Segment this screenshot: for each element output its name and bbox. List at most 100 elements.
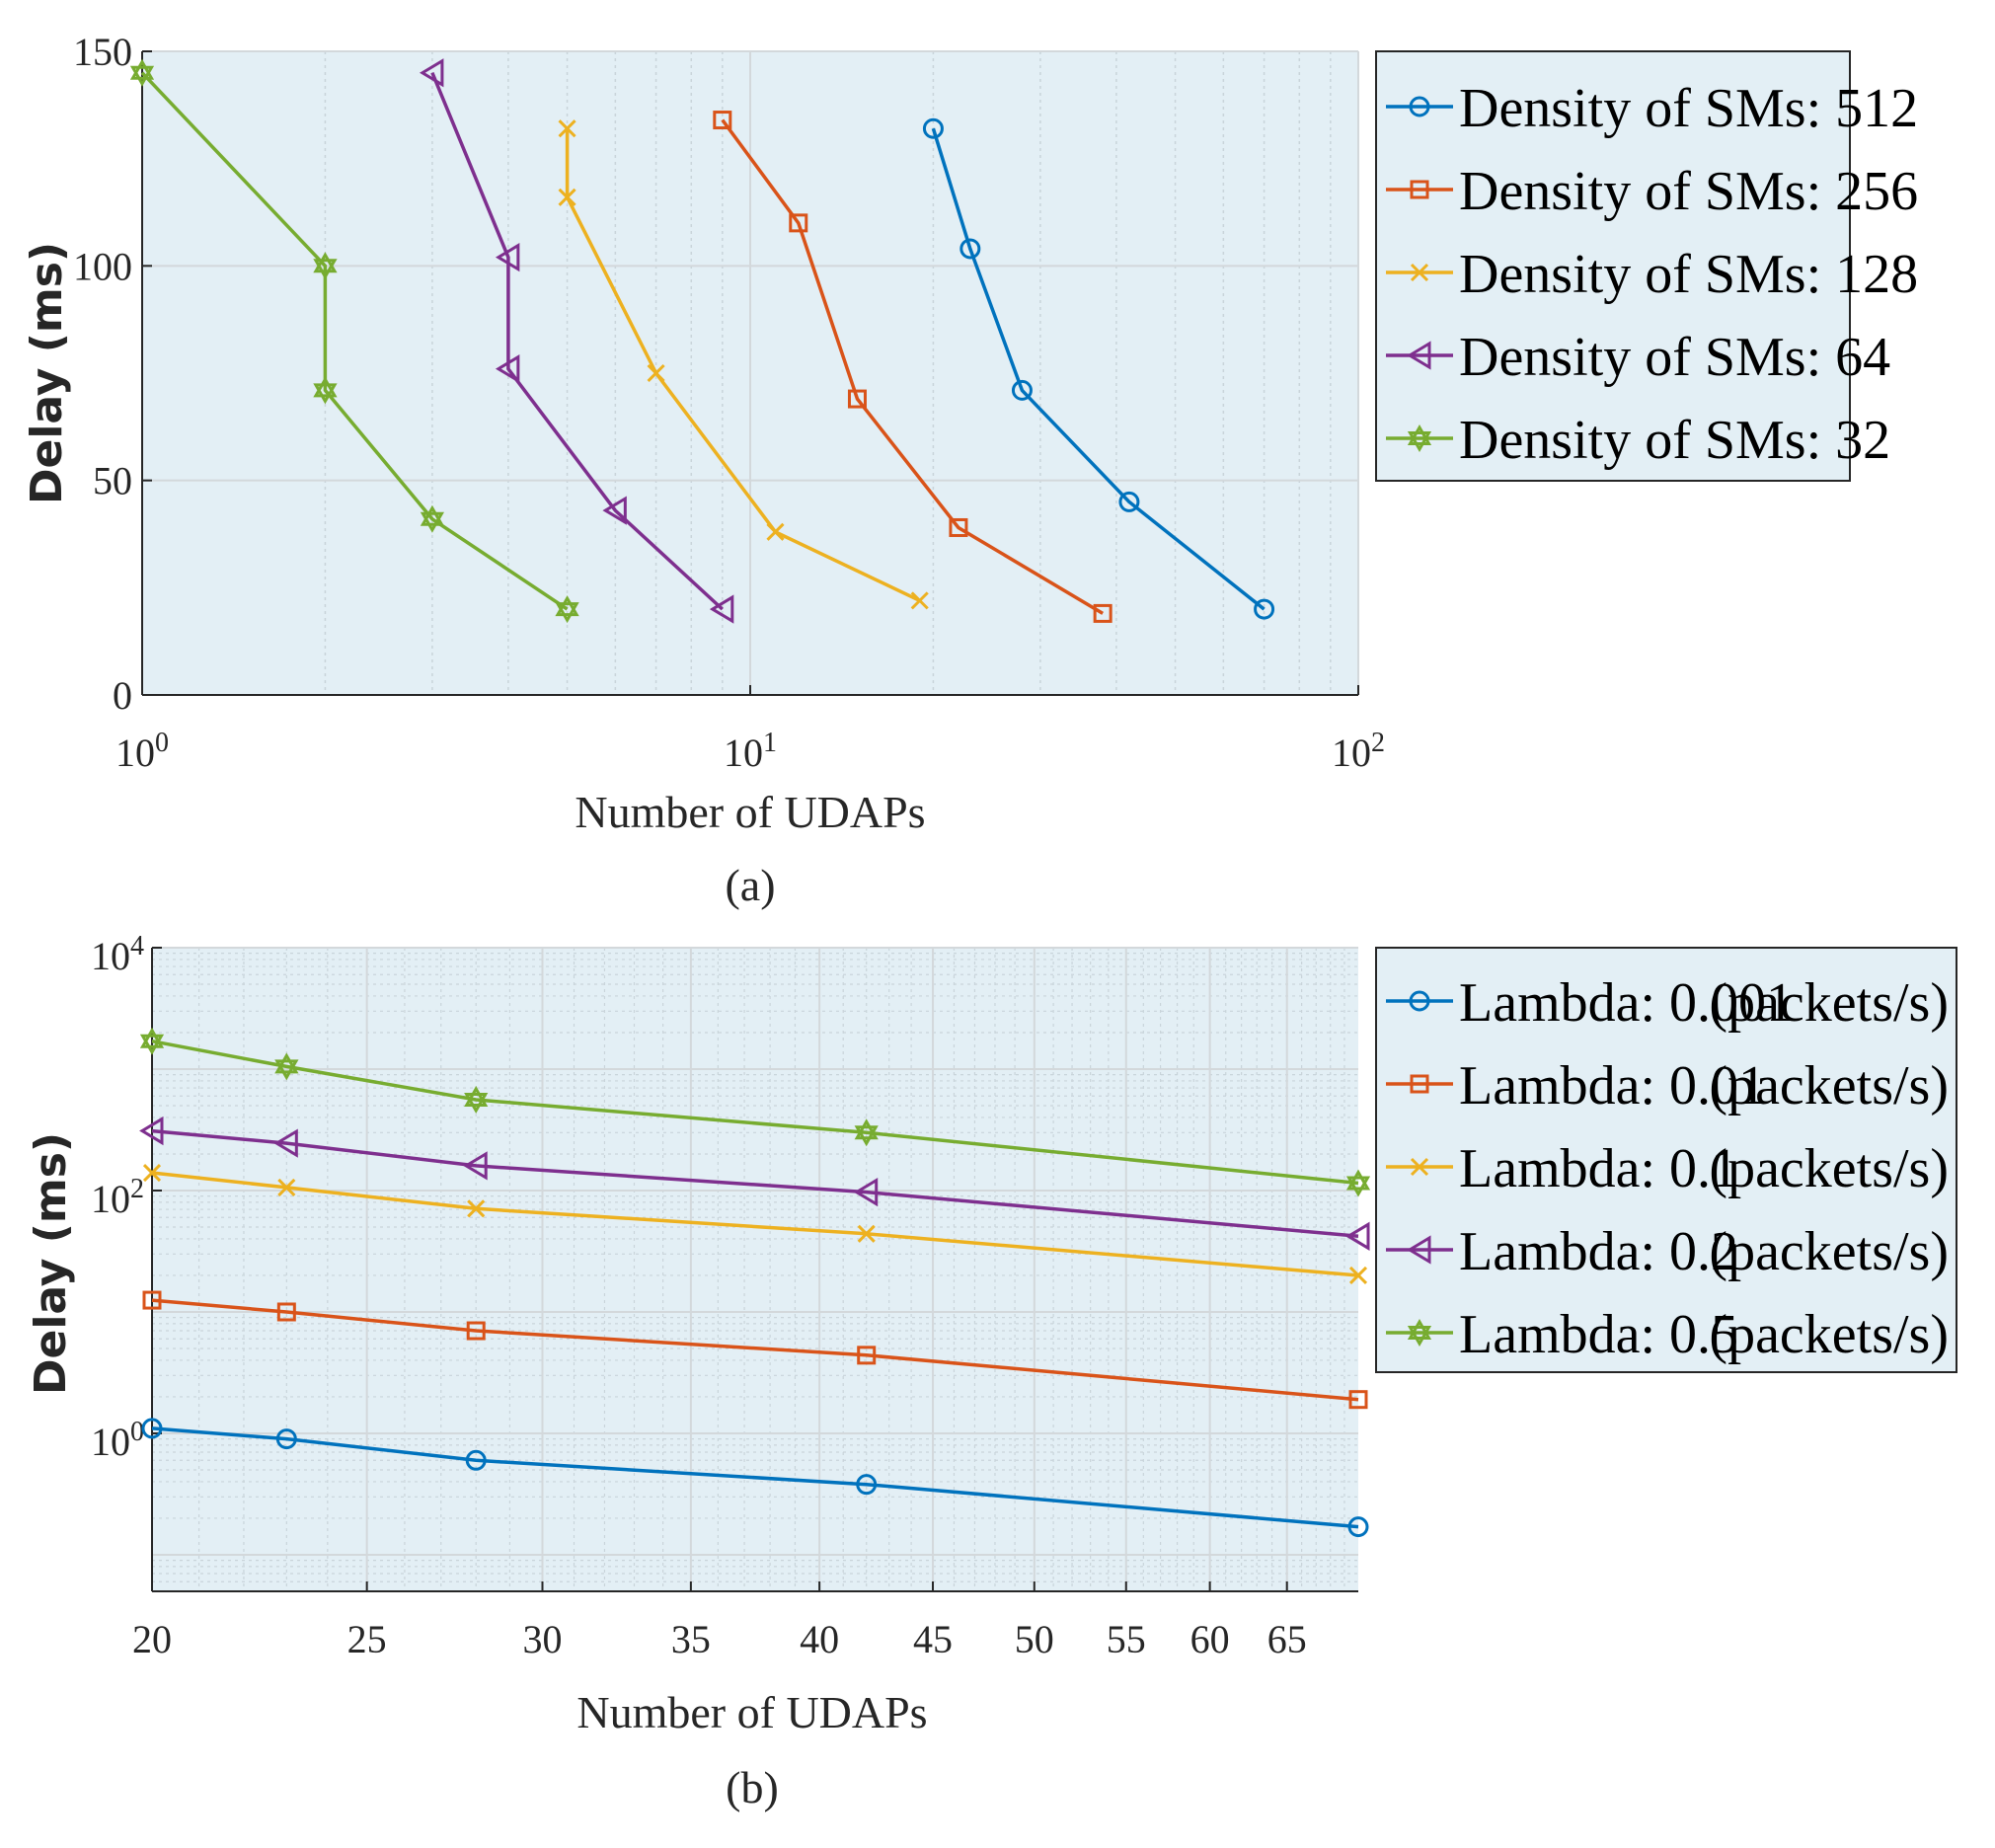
y-tick-label-a: 50 xyxy=(93,459,132,503)
data-point-a-2 xyxy=(910,591,929,610)
legend-label-a-0: Density of SMs: 512 xyxy=(1459,78,1918,139)
series-line-b-3 xyxy=(151,1128,1359,1239)
x-axis-label-a: Number of UDAPs xyxy=(575,787,925,837)
data-point-b-1 xyxy=(142,1290,162,1310)
y-tick-label-a: 150 xyxy=(73,30,132,74)
data-point-a-3 xyxy=(602,496,627,525)
data-point-b-0 xyxy=(856,1474,878,1496)
legend-marker-a-3 xyxy=(1407,341,1431,370)
data-point-b-2 xyxy=(1348,1266,1368,1285)
data-point-b-0 xyxy=(465,1449,487,1471)
legend-unit-b-3: (packets/s) xyxy=(1709,1221,1949,1282)
data-point-b-0 xyxy=(141,1418,163,1439)
data-point-a-0 xyxy=(959,238,981,260)
x-tick-label-b: 55 xyxy=(1107,1617,1146,1661)
legend-label-b-2: Lambda: 0.1 xyxy=(1459,1138,1738,1199)
x-tick-label-b: 30 xyxy=(523,1617,563,1661)
x-tick-label-a: 101 xyxy=(724,728,777,776)
series-line-b-1 xyxy=(151,1298,1359,1402)
legend-marker-a-4 xyxy=(1407,424,1432,453)
data-point-a-2 xyxy=(558,188,576,206)
caption-b: (b) xyxy=(726,1762,779,1812)
data-point-b-1 xyxy=(857,1346,877,1365)
x-tick-label-b: 45 xyxy=(913,1617,953,1661)
legend-unit-b-0: (packets/s) xyxy=(1709,972,1949,1034)
x-tick-label-b: 35 xyxy=(671,1617,711,1661)
legend-marker-a-0 xyxy=(1409,96,1430,117)
x-tick-label-a: 102 xyxy=(1332,728,1385,776)
legend-label-b-3: Lambda: 0.2 xyxy=(1459,1221,1738,1282)
legend-b: Lambda: 0.001(packets/s)Lambda: 0.01(pac… xyxy=(1375,947,1957,1373)
data-point-b-2 xyxy=(857,1224,876,1243)
data-point-b-3 xyxy=(463,1151,488,1181)
legend-marker-b-0 xyxy=(1409,990,1430,1012)
x-tick-label-b: 25 xyxy=(347,1617,387,1661)
data-point-b-4 xyxy=(464,1085,489,1115)
data-point-b-4 xyxy=(139,1027,165,1055)
legend-marker-a-2 xyxy=(1410,263,1429,282)
x-tick-label-b: 20 xyxy=(132,1617,172,1661)
y-tick-label-a: 0 xyxy=(113,673,132,718)
data-point-b-2 xyxy=(142,1163,162,1183)
data-point-a-3 xyxy=(495,354,520,384)
data-point-a-4 xyxy=(129,58,155,87)
legend-unit-b-1: (packets/s) xyxy=(1709,1055,1949,1116)
data-point-b-1 xyxy=(466,1321,486,1341)
data-point-a-4 xyxy=(313,252,338,280)
data-point-a-1 xyxy=(713,111,732,130)
x-tick-label-b: 40 xyxy=(800,1617,839,1661)
data-point-a-2 xyxy=(558,119,576,138)
y-axis-label-b: Delay (ms) xyxy=(26,1132,76,1395)
series-line-b-4 xyxy=(151,1039,1359,1186)
y-tick-label-b: 102 xyxy=(91,1173,144,1221)
data-point-a-0 xyxy=(1118,491,1140,512)
data-point-a-0 xyxy=(1254,598,1275,620)
y-tick-label-b-exp: 0 xyxy=(130,1416,144,1446)
plot-area-b xyxy=(152,948,1358,1591)
series-group-b xyxy=(139,1027,1371,1538)
x-tick-label-a-exp: 1 xyxy=(763,728,777,758)
legend-marker-b-3 xyxy=(1407,1235,1431,1265)
series-line-a-0 xyxy=(931,127,1266,611)
series-line-a-3 xyxy=(430,72,724,611)
legend-label-a-4: Density of SMs: 32 xyxy=(1459,410,1890,471)
x-tick-label-a-exp: 2 xyxy=(1371,728,1385,758)
legend-label-a-3: Density of SMs: 64 xyxy=(1459,327,1890,388)
y-tick-label-b-exp: 2 xyxy=(130,1173,144,1203)
legend-box-b xyxy=(1375,947,1957,1373)
data-point-a-1 xyxy=(847,389,867,409)
legend-marker-b-1 xyxy=(1410,1074,1429,1094)
data-point-b-3 xyxy=(1345,1221,1370,1251)
data-point-b-1 xyxy=(1348,1390,1368,1410)
data-point-b-3 xyxy=(273,1128,298,1158)
caption-a: (a) xyxy=(725,860,775,910)
data-point-b-3 xyxy=(139,1116,164,1146)
y-tick-label-a: 100 xyxy=(73,244,132,288)
data-point-a-1 xyxy=(1093,603,1113,623)
data-point-a-3 xyxy=(495,242,520,272)
data-point-a-0 xyxy=(922,117,944,139)
legend-marker-b-2 xyxy=(1410,1157,1429,1177)
y-tick-label-b: 104 xyxy=(91,931,144,979)
legend-label-a-1: Density of SMs: 256 xyxy=(1459,161,1918,222)
data-point-a-1 xyxy=(789,213,808,233)
x-tick-label-b: 50 xyxy=(1015,1617,1054,1661)
x-tick-label-a-exp: 0 xyxy=(155,728,169,758)
x-tick-label-a: 100 xyxy=(115,728,169,776)
x-axis-label-b: Number of UDAPs xyxy=(576,1687,927,1737)
legend-marker-a-1 xyxy=(1410,180,1429,199)
data-point-a-4 xyxy=(420,504,444,533)
x-tick-label-b: 65 xyxy=(1267,1617,1307,1661)
data-point-a-2 xyxy=(647,363,665,383)
y-tick-label-b: 100 xyxy=(91,1416,144,1464)
legend-unit-b-2: (packets/s) xyxy=(1709,1138,1949,1199)
series-group-a xyxy=(129,58,1275,624)
data-point-a-0 xyxy=(1011,379,1033,401)
data-point-b-2 xyxy=(277,1178,296,1196)
data-point-b-0 xyxy=(275,1428,297,1450)
data-point-b-1 xyxy=(276,1302,296,1322)
series-line-a-4 xyxy=(140,71,569,611)
